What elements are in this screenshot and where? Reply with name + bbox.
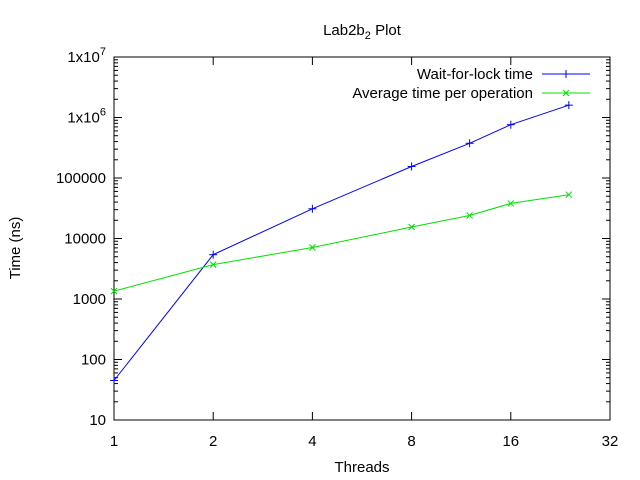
chart-title-main: Lab2b — [323, 22, 365, 39]
y-tick-label: 10 — [89, 412, 106, 429]
y-tick-label-base: 100000 — [56, 170, 106, 187]
y-tick-label: 1000 — [73, 291, 106, 308]
plot-frame — [113, 56, 611, 421]
x-tick-label: 16 — [502, 433, 519, 450]
legend-label: Average time per operation — [352, 85, 533, 102]
y-tick-label-base: 100 — [81, 352, 106, 369]
x-tick-label: 32 — [602, 433, 619, 450]
y-tick-label: 1x106 — [67, 107, 106, 127]
series-1-point — [506, 120, 515, 129]
series-2-point — [110, 287, 118, 295]
y-tick-label: 100 — [81, 352, 106, 369]
y-tick-label: 10000 — [64, 231, 106, 248]
x-tick-label: 1 — [110, 433, 118, 450]
series-1-point — [209, 250, 218, 259]
y-tick-label-base: 1000 — [73, 291, 106, 308]
x-tick-label: 4 — [308, 433, 316, 450]
y-axis-label: Time (ns) — [7, 217, 24, 280]
series-1-point — [407, 162, 416, 171]
series-2-point — [309, 244, 316, 251]
legend-marker — [562, 89, 570, 97]
chart-title-subscript: 2 — [365, 30, 371, 42]
series-line-1 — [113, 104, 569, 381]
series-1-point — [308, 204, 317, 213]
series-2-point — [209, 261, 217, 268]
x-tick-label: 8 — [407, 433, 415, 450]
series-1-point — [110, 376, 118, 385]
series-2-point — [507, 200, 515, 207]
y-tick-label-base: 10 — [89, 412, 106, 429]
series-layer — [110, 101, 573, 385]
legend: Wait-for-lock time Average time per opera… — [352, 66, 590, 102]
y-tick-label-base: 1x10 — [67, 49, 100, 66]
series-2-point — [466, 212, 473, 219]
x-tick-label: 2 — [209, 433, 217, 450]
legend-label: Wait-for-lock time — [417, 66, 533, 83]
series-2-point — [565, 191, 573, 199]
y-tick-label: 1x107 — [67, 46, 106, 66]
series-2-point — [408, 223, 415, 231]
y-tick-label: 100000 — [56, 170, 106, 187]
chart-title: Lab2b2 Plot — [323, 22, 402, 42]
y-tick-label-base: 10000 — [64, 231, 106, 248]
chart-title-suffix: Plot — [371, 22, 402, 39]
y-tick-label-exponent: 6 — [100, 107, 106, 119]
legend-marker — [562, 70, 570, 78]
y-tick-label-base: 1x10 — [67, 110, 100, 127]
y-tick-label-exponent: 7 — [100, 46, 106, 58]
series-1-point — [564, 101, 573, 110]
series-line-2 — [113, 194, 569, 292]
x-axis-label: Threads — [334, 459, 389, 476]
series-1-point — [465, 139, 474, 148]
